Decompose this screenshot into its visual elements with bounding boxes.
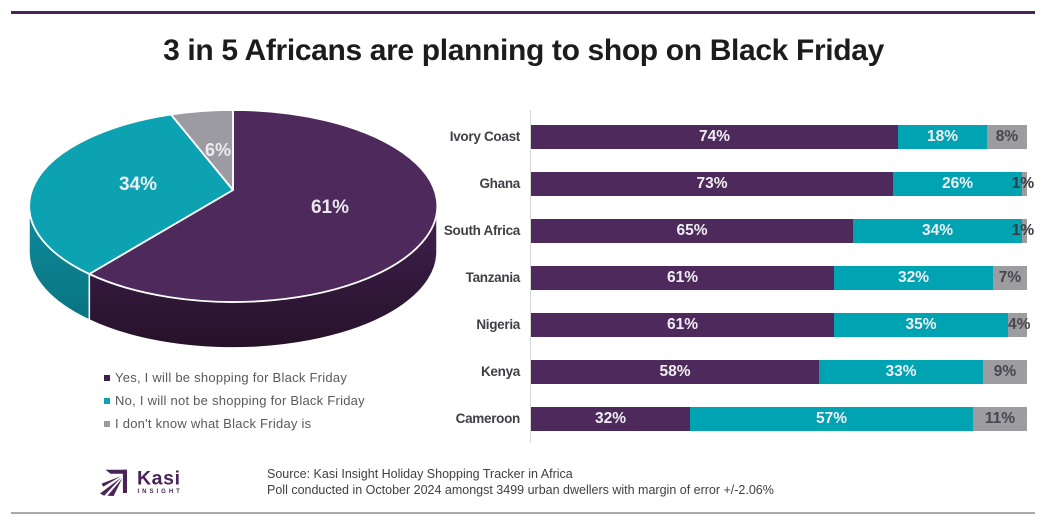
svg-text:INSIGHT: INSIGHT xyxy=(138,489,183,495)
svg-text:6%: 6% xyxy=(205,140,231,160)
svg-text:34%: 34% xyxy=(119,174,157,195)
svg-text:61%: 61% xyxy=(311,197,349,218)
svg-text:Kasi: Kasi xyxy=(137,468,181,490)
